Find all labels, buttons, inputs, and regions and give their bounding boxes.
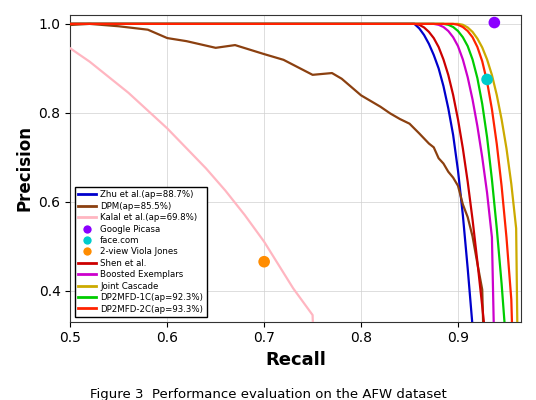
Point: [490, 19, 498, 26]
Y-axis label: Precision: Precision: [15, 125, 33, 211]
Point: [483, 76, 492, 83]
Point: [260, 258, 269, 265]
Text: Figure 3  Performance evaluation on the AFW dataset: Figure 3 Performance evaluation on the A…: [90, 388, 446, 400]
Legend: Zhu et al.(ap=88.7%), DPM(ap=85.5%), Kalal et al.(ap=69.8%), Google Picasa, face: Zhu et al.(ap=88.7%), DPM(ap=85.5%), Kal…: [75, 186, 207, 318]
X-axis label: Recall: Recall: [265, 351, 326, 369]
